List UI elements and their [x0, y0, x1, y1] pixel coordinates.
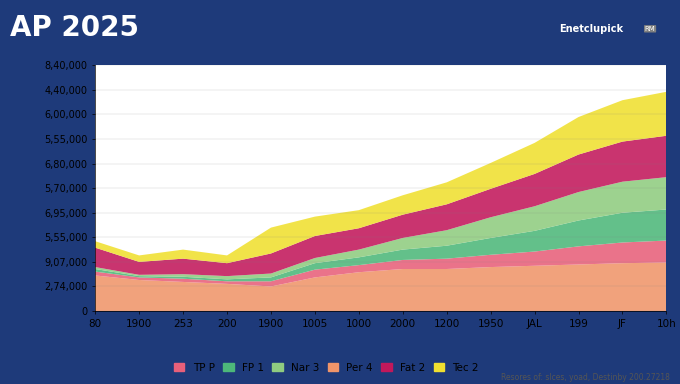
Text: AP 2025: AP 2025	[10, 14, 139, 42]
Text: RM: RM	[645, 26, 656, 32]
Legend: TP P, FP 1, Nar 3, Per 4, Fat 2, Tec 2: TP P, FP 1, Nar 3, Per 4, Fat 2, Tec 2	[170, 359, 483, 377]
Text: Resores of: slces, yoad, Destinby 200.27218: Resores of: slces, yoad, Destinby 200.27…	[501, 373, 670, 382]
Text: Enetclupick: Enetclupick	[560, 24, 624, 34]
